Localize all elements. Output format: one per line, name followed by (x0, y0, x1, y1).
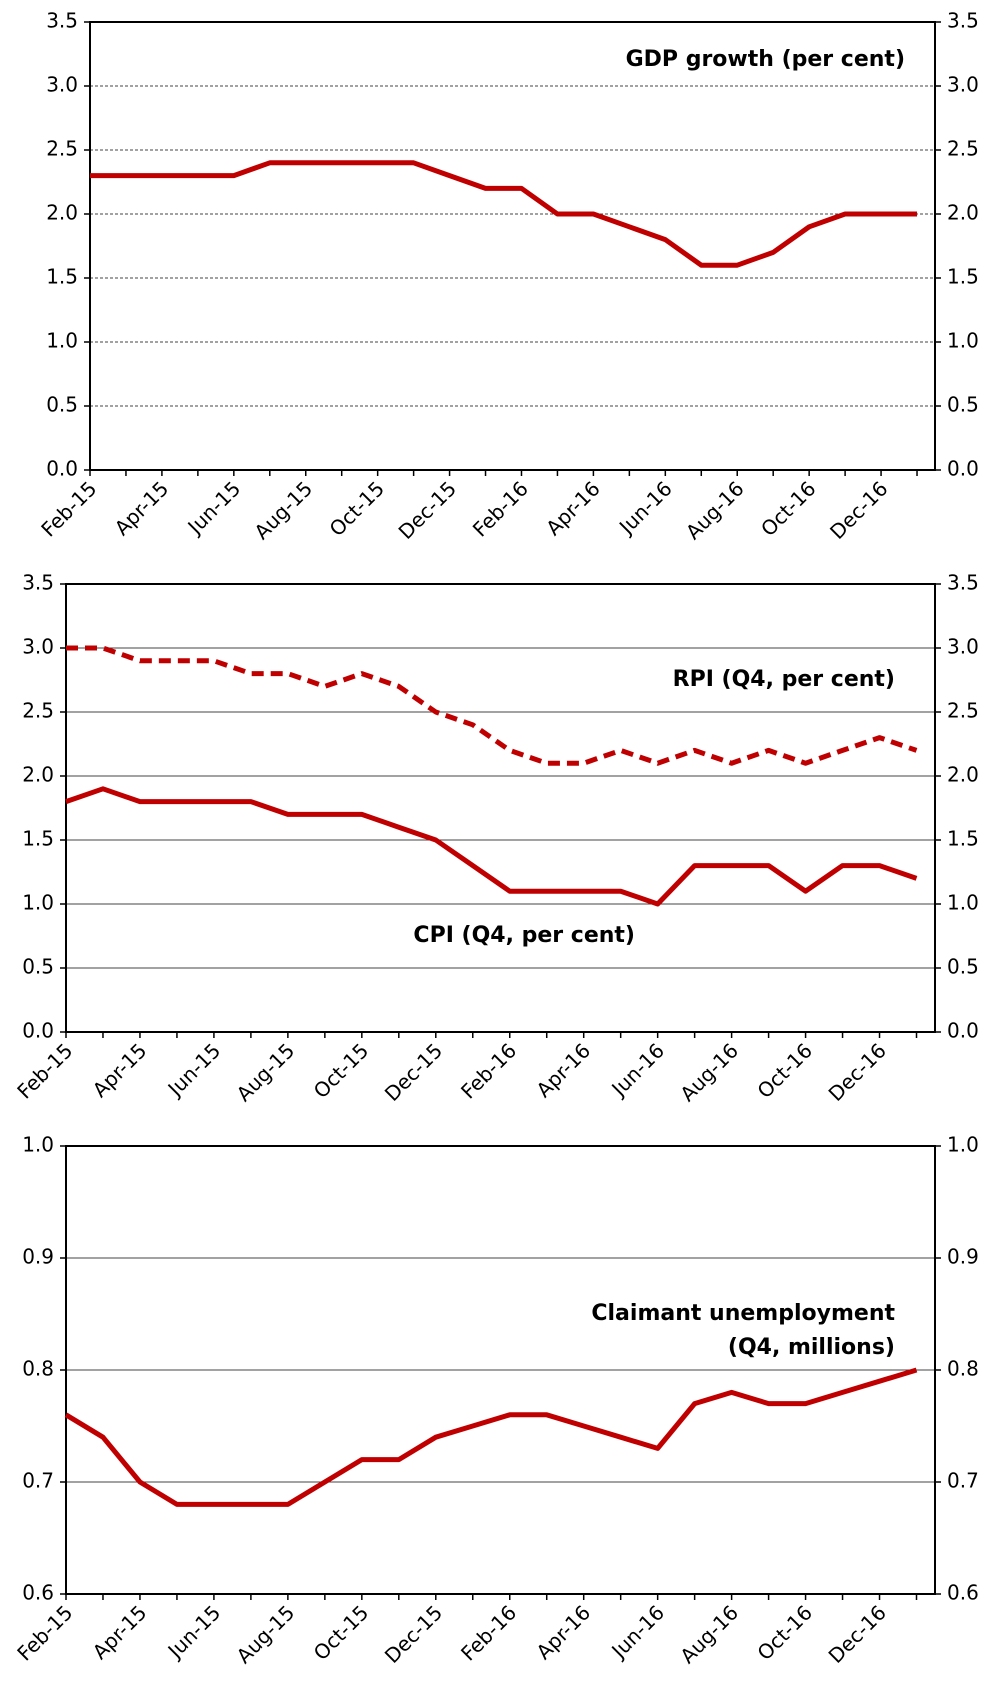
x-tick-label: Dec-16 (824, 1038, 891, 1105)
y2-tick-label: 0.9 (947, 1245, 979, 1269)
x-tick-label: Oct-16 (752, 1038, 817, 1103)
y-tick-label: 2.0 (46, 201, 78, 225)
x-tick-label: Dec-15 (380, 1038, 447, 1105)
y2-tick-label: 3.0 (947, 635, 979, 659)
x-tick-label: Aug-16 (675, 1038, 743, 1106)
y-tick-label: 2.0 (22, 763, 54, 787)
x-tick-label: Jun-16 (613, 476, 677, 540)
y-tick-label: 0.7 (22, 1469, 54, 1493)
x-tick-label: Oct-15 (325, 476, 390, 541)
y-tick-label: 2.5 (22, 699, 54, 723)
y2-tick-label: 0.7 (947, 1469, 979, 1493)
x-tick-label: Jun-15 (182, 476, 246, 540)
y2-tick-label: 3.0 (947, 73, 979, 97)
y-tick-label: 0.5 (46, 393, 78, 417)
y2-tick-label: 2.5 (947, 699, 979, 723)
chart-title: Claimant unemployment (591, 1301, 895, 1326)
x-tick-label: Dec-16 (824, 1600, 891, 1667)
y-tick-label: 3.5 (46, 9, 78, 33)
x-tick-label: Feb-16 (456, 1600, 521, 1665)
chart-title: GDP growth (per cent) (626, 47, 905, 72)
y-tick-label: 0.8 (22, 1357, 54, 1381)
x-tick-label: Jun-15 (162, 1038, 226, 1102)
series-line (64, 1367, 918, 1507)
y2-tick-label: 0.5 (947, 955, 979, 979)
x-tick-label: Apr-16 (531, 1600, 595, 1664)
y-tick-label: 2.5 (46, 137, 78, 161)
y2-tick-label: 1.0 (947, 891, 979, 915)
y-tick-label: 1.5 (46, 265, 78, 289)
y-tick-label: 0.9 (22, 1245, 54, 1269)
chart-title: (Q4, millions) (728, 1335, 895, 1360)
y2-tick-label: 1.5 (947, 265, 979, 289)
x-tick-label: Aug-16 (675, 1600, 743, 1668)
x-tick-label: Aug-15 (249, 476, 317, 544)
x-tick-label: Feb-16 (468, 476, 533, 541)
x-tick-label: Apr-16 (531, 1038, 595, 1102)
y-tick-label: 1.0 (46, 329, 78, 353)
y2-tick-label: 0.6 (947, 1581, 979, 1605)
series-label: RPI (Q4, per cent) (673, 667, 895, 692)
y-tick-label: 1.0 (22, 891, 54, 915)
y2-tick-label: 1.0 (947, 329, 979, 353)
y-tick-label: 1.5 (22, 827, 54, 851)
y-tick-label: 1.0 (22, 1133, 54, 1157)
y2-tick-label: 2.5 (947, 137, 979, 161)
x-tick-label: Feb-15 (36, 476, 101, 541)
y-tick-label: 3.0 (22, 635, 54, 659)
x-tick-label: Jun-16 (605, 1038, 669, 1102)
series-line (90, 160, 918, 268)
y2-tick-label: 2.0 (947, 763, 979, 787)
x-tick-label: Oct-16 (756, 476, 821, 541)
y2-tick-label: 0.0 (947, 457, 979, 481)
y-tick-label: 3.0 (46, 73, 78, 97)
y2-tick-label: 1.5 (947, 827, 979, 851)
x-tick-label: Oct-16 (752, 1600, 817, 1665)
y-tick-label: 3.5 (22, 571, 54, 595)
x-tick-label: Feb-15 (12, 1600, 77, 1665)
x-tick-label: Apr-16 (541, 476, 605, 540)
x-tick-label: Feb-15 (12, 1038, 77, 1103)
x-tick-label: Aug-15 (232, 1600, 300, 1668)
x-tick-label: Dec-15 (380, 1600, 447, 1667)
x-tick-label: Aug-16 (681, 476, 749, 544)
series-line (66, 645, 918, 766)
plot-frame (65, 1145, 936, 1595)
y2-tick-label: 0.0 (947, 1019, 979, 1043)
plot-frame (65, 583, 936, 1033)
y-tick-label: 0.5 (22, 955, 54, 979)
y2-tick-label: 3.5 (947, 9, 979, 33)
x-tick-label: Apr-15 (88, 1600, 152, 1664)
x-tick-label: Oct-15 (309, 1600, 374, 1665)
x-tick-label: Apr-15 (88, 1038, 152, 1102)
x-tick-label: Apr-15 (110, 476, 174, 540)
x-tick-label: Feb-16 (456, 1038, 521, 1103)
y2-tick-label: 1.0 (947, 1133, 979, 1157)
x-tick-label: Aug-15 (232, 1038, 300, 1106)
x-tick-label: Dec-15 (394, 476, 461, 543)
x-tick-label: Oct-15 (309, 1038, 374, 1103)
series-label: CPI (Q4, per cent) (413, 923, 635, 948)
y-tick-label: 0.6 (22, 1581, 54, 1605)
series-line (65, 786, 918, 907)
x-tick-label: Dec-16 (825, 476, 892, 543)
y2-tick-label: 0.5 (947, 393, 979, 417)
plot-frame (89, 21, 936, 471)
x-tick-label: Jun-16 (605, 1600, 669, 1664)
x-tick-label: Jun-15 (162, 1600, 226, 1664)
y2-tick-label: 3.5 (947, 571, 979, 595)
y2-tick-label: 2.0 (947, 201, 979, 225)
y-tick-label: 0.0 (22, 1019, 54, 1043)
y2-tick-label: 0.8 (947, 1357, 979, 1381)
y-tick-label: 0.0 (46, 457, 78, 481)
